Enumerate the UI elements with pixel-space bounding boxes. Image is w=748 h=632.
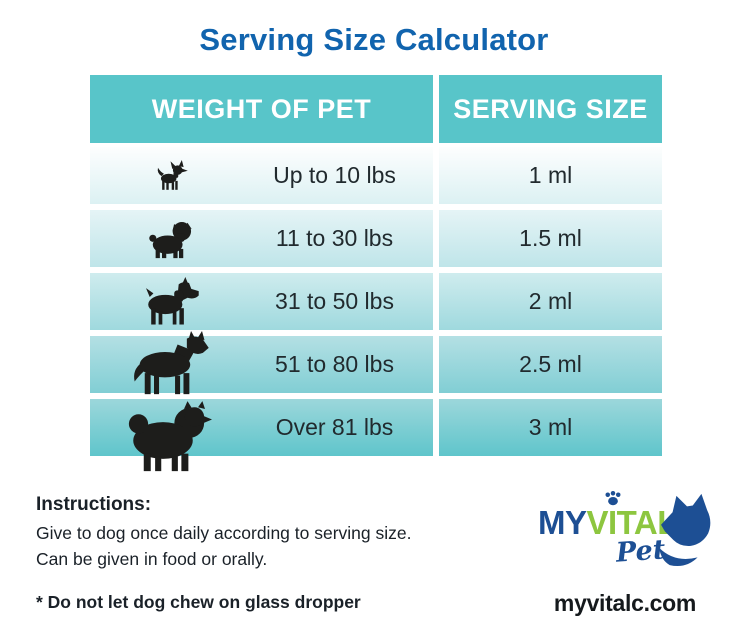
serving-value: 2 ml: [528, 288, 573, 314]
table-header-row: WEIGHT OF PET SERVING SIZE: [90, 75, 662, 143]
pug-icon: [90, 219, 250, 259]
serving-cell: 1.5 ml: [439, 210, 662, 267]
schnauzer-icon: [90, 277, 250, 326]
table-row: Up to 10 lbs 1 ml: [90, 147, 662, 204]
serving-cell: 2.5 ml: [439, 336, 662, 393]
instructions-line-2: Can be given in food or orally.: [36, 549, 268, 569]
husky-icon: [90, 330, 250, 395]
serving-value: 3 ml: [528, 414, 573, 440]
weight-value: Over 81 lbs: [275, 414, 394, 440]
instructions-heading: Instructions:: [36, 494, 152, 515]
logo-text-pet: Pet: [614, 534, 667, 569]
serving-cell: 1 ml: [439, 147, 662, 204]
chow-icon: [90, 383, 250, 473]
weight-value: Up to 10 lbs: [273, 162, 396, 188]
paw-icon: [604, 490, 622, 512]
table-row: 11 to 30 lbs 1.5 ml: [90, 210, 662, 267]
column-header-weight: WEIGHT OF PET: [90, 75, 433, 143]
weight-value: 51 to 80 lbs: [275, 351, 394, 377]
serving-size-table: WEIGHT OF PET SERVING SIZE Up to 10 l: [90, 75, 662, 471]
column-header-serving: SERVING SIZE: [439, 75, 662, 143]
instructions-line-1: Give to dog once daily according to serv…: [36, 523, 412, 543]
table-row: 51 to 80 lbs 2.5 ml: [90, 330, 662, 395]
weight-cell: Up to 10 lbs: [90, 147, 433, 204]
logo-wordmark: MYVITAL: [538, 504, 677, 542]
dog-head-icon: [658, 492, 716, 572]
table-row: 31 to 50 lbs 2 ml: [90, 273, 662, 330]
chihuahua-icon: [90, 160, 250, 191]
serving-cell: 2 ml: [439, 273, 662, 330]
serving-value: 1 ml: [528, 162, 573, 188]
weight-value: 31 to 50 lbs: [275, 288, 394, 314]
weight-cell: 11 to 30 lbs: [90, 210, 433, 267]
serving-value: 2.5 ml: [519, 351, 582, 377]
myvital-pet-logo: MYVITAL Pet: [538, 490, 718, 578]
page-title: Serving Size Calculator: [199, 22, 549, 57]
serving-value: 1.5 ml: [519, 225, 582, 251]
instructions-block: Instructions: Give to dog once daily acc…: [36, 494, 411, 575]
dropper-warning: * Do not let dog chew on glass dropper: [36, 592, 361, 612]
table-row: Over 81 lbs 3 ml: [90, 399, 662, 471]
weight-cell: 51 to 80 lbs: [90, 330, 433, 395]
website-url: myvitalc.com: [553, 590, 697, 616]
logo-text-vital: VITAL: [586, 504, 678, 541]
weight-value: 11 to 30 lbs: [275, 225, 394, 251]
weight-cell: Over 81 lbs: [90, 399, 433, 471]
logo-text-my: MY: [538, 504, 587, 541]
serving-cell: 3 ml: [439, 399, 662, 456]
weight-cell: 31 to 50 lbs: [90, 273, 433, 330]
